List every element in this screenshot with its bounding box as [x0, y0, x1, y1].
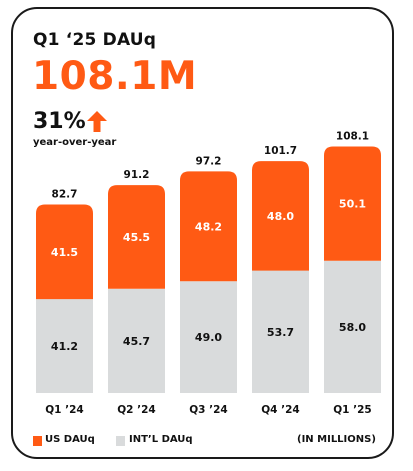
bar-intl-segment: [36, 299, 93, 393]
data-label-intl: 49.0: [195, 331, 222, 344]
data-label-us: 50.1: [339, 198, 366, 211]
data-label-intl: 53.7: [267, 326, 294, 339]
data-label-intl: 58.0: [339, 321, 366, 334]
headline-value: 108.1M: [32, 54, 198, 99]
bar-us-segment: [252, 161, 309, 271]
legend-swatch-us: [33, 436, 42, 446]
x-tick-label: Q2 ’24: [117, 404, 156, 416]
bar-us-segment: [36, 204, 93, 300]
data-label-total: 97.2: [196, 155, 222, 167]
growth-label: year-over-year: [33, 137, 117, 148]
units-label: (IN MILLIONS): [297, 434, 376, 445]
data-label-total: 91.2: [124, 169, 150, 181]
data-label-us: 48.0: [267, 210, 294, 223]
data-label-us: 45.5: [123, 231, 150, 244]
chart-title: Q1 ‘25 DAUq: [33, 30, 157, 50]
bar-intl-segment: [180, 281, 237, 393]
bar-us-segment: [324, 146, 381, 261]
growth-value: 31%: [33, 109, 86, 134]
x-tick-label: Q1 ’24: [45, 404, 84, 416]
up-arrow-icon: [87, 111, 107, 132]
bar-intl-segment: [252, 270, 309, 393]
bar-us-segment: [180, 171, 237, 282]
x-tick-label: Q1 ’25: [333, 404, 372, 416]
x-tick-label: Q4 ’24: [261, 404, 300, 416]
data-label-total: 101.7: [264, 145, 297, 157]
data-label-total: 82.7: [52, 188, 78, 200]
bar-us-segment: [108, 185, 165, 289]
legend-swatch-intl: [116, 436, 125, 446]
data-label-intl: 45.7: [123, 335, 150, 348]
data-label-us: 41.5: [51, 246, 78, 259]
bar-intl-segment: [324, 260, 381, 393]
bar-intl-segment: [108, 288, 165, 393]
legend-label-intl: INT’L DAUq: [129, 434, 193, 445]
data-label-us: 48.2: [195, 220, 222, 233]
data-label-total: 108.1: [336, 131, 369, 143]
data-label-intl: 41.2: [51, 340, 78, 353]
x-tick-label: Q3 ’24: [189, 404, 228, 416]
legend-label-us: US DAUq: [45, 434, 95, 445]
